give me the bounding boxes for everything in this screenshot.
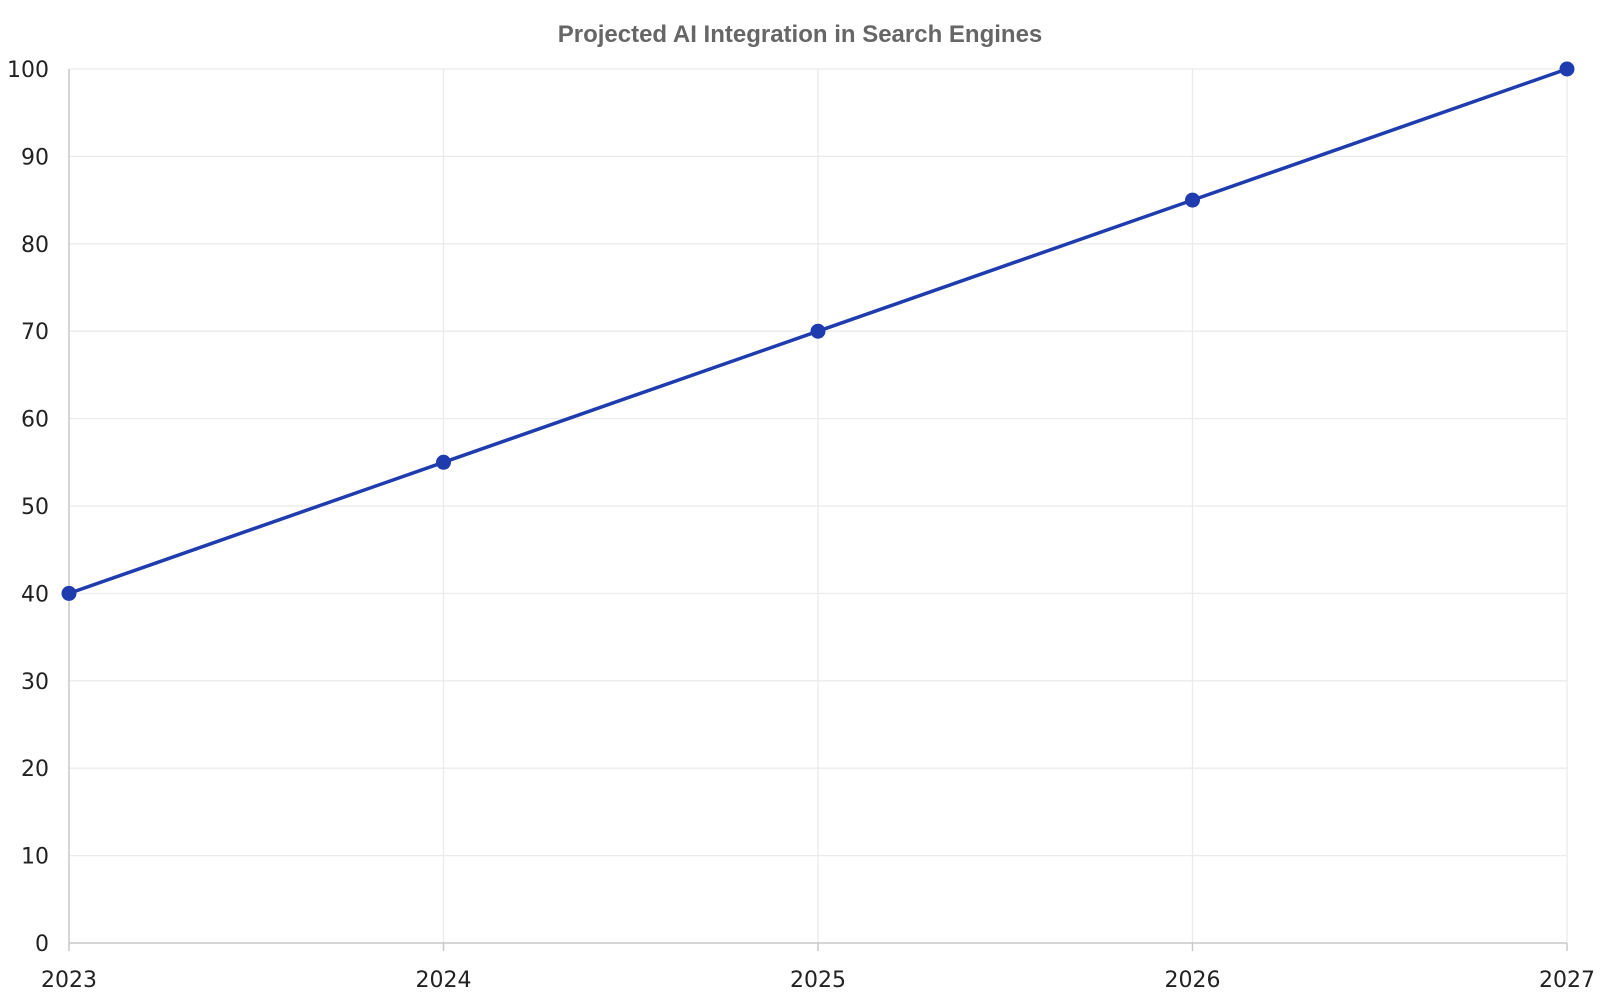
data-point[interactable] xyxy=(436,454,451,470)
x-tick-label: 2023 xyxy=(41,968,97,993)
x-tick-label: 2027 xyxy=(1539,968,1595,993)
y-tick-label: 40 xyxy=(21,582,49,607)
x-tick-label: 2026 xyxy=(1165,968,1221,993)
x-tick-label: 2024 xyxy=(416,968,472,993)
chart-title: Projected AI Integration in Search Engin… xyxy=(558,21,1043,48)
data-point[interactable] xyxy=(1559,61,1575,77)
data-point[interactable] xyxy=(61,585,77,601)
x-tick-label: 2025 xyxy=(790,968,846,993)
y-tick-label: 50 xyxy=(21,495,49,520)
data-point[interactable] xyxy=(810,323,826,339)
series-layer xyxy=(61,61,1575,601)
y-tick-label: 70 xyxy=(21,320,49,345)
tick-labels-layer: 0 10 20 30 40 50 60 70 80 90 100 2023 2024 2025 2026 20… xyxy=(7,58,1595,993)
grid-layer xyxy=(69,68,1568,943)
y-tick-label: 0 xyxy=(35,932,49,957)
y-tick-label: 60 xyxy=(21,408,49,433)
y-tick-label: 90 xyxy=(21,145,49,170)
y-tick-label: 30 xyxy=(21,670,49,695)
data-point[interactable] xyxy=(1185,192,1200,208)
y-tick-label: 80 xyxy=(21,233,49,258)
axes-layer xyxy=(68,69,1568,951)
y-tick-label: 20 xyxy=(21,757,49,782)
y-tick-label: 10 xyxy=(21,845,49,870)
y-tick-label: 100 xyxy=(7,58,49,83)
